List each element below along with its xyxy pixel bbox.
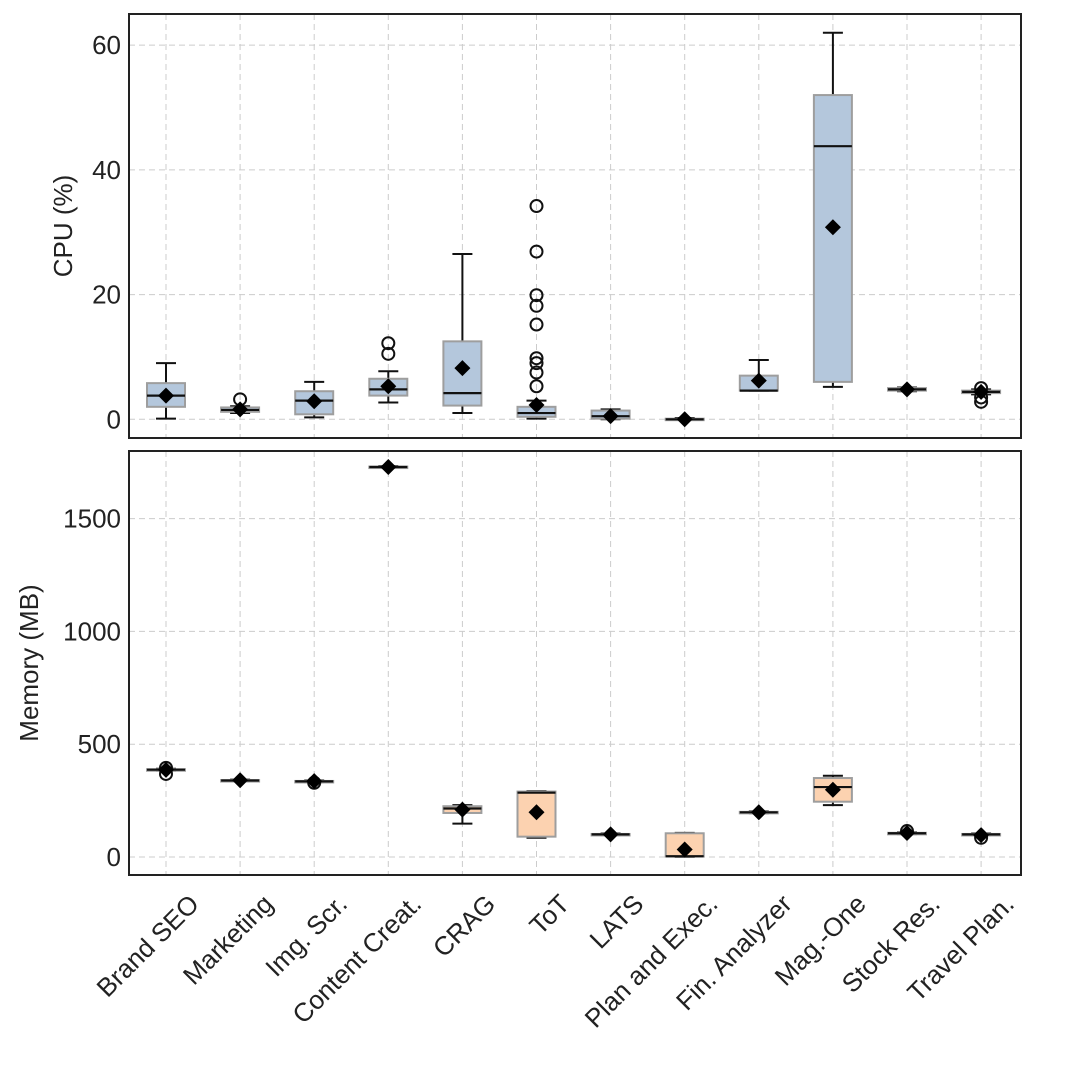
box-crag <box>442 253 483 415</box>
box-img-scr- <box>294 380 335 419</box>
box-brand-seo <box>146 362 186 420</box>
x-tick-label: CRAG <box>427 889 501 963</box>
mean-marker <box>158 761 174 778</box>
y-tick-label: 1500 <box>63 504 121 534</box>
x-tick-label: Content Creat. <box>286 889 427 1030</box>
outlier-point <box>529 288 544 303</box>
outlier-point <box>529 298 544 313</box>
mean-marker <box>676 841 693 858</box>
box-travel-plan- <box>961 381 1002 409</box>
panel-0: 0 20 40 60 CPU (%) <box>48 13 1022 439</box>
mean-marker <box>676 411 693 428</box>
y-tick-label: 1000 <box>63 616 121 646</box>
mean-marker <box>750 804 767 821</box>
box-marketing <box>220 772 261 789</box>
y-tick-label: 40 <box>92 155 121 185</box>
box-tot <box>516 790 557 839</box>
box-plan-and-exec- <box>664 411 705 428</box>
mean-marker <box>824 781 841 798</box>
mean-marker <box>899 381 915 398</box>
mean-marker <box>454 801 471 818</box>
box-crag <box>442 801 483 825</box>
mean-marker <box>528 804 545 821</box>
y-tick-label: 500 <box>78 729 121 759</box>
x-tick-label: LATS <box>584 889 650 955</box>
outlier-point <box>529 379 544 394</box>
outlier-point <box>529 351 544 366</box>
x-tick-label: ToT <box>523 888 575 940</box>
box-brand-seo <box>146 760 186 781</box>
box-tot <box>516 199 557 420</box>
mean-marker <box>454 360 471 377</box>
box-fin-analyzer <box>738 804 779 821</box>
x-tick-label: Brand SEO <box>91 889 205 1003</box>
box-img-scr- <box>294 773 335 790</box>
mean-marker <box>158 387 174 404</box>
box-stock-res- <box>887 824 927 842</box>
outlier-point <box>529 317 544 332</box>
mean-marker <box>602 408 619 425</box>
outlier-point <box>529 199 544 214</box>
plot-frame <box>128 450 1022 876</box>
mean-marker <box>602 826 619 843</box>
mean-marker <box>306 393 323 410</box>
box-fin-analyzer <box>738 359 779 392</box>
y-tick-label: 0 <box>107 842 121 872</box>
outlier-point <box>529 356 544 371</box>
box-content-creat- <box>368 336 409 404</box>
mean-marker <box>973 383 990 400</box>
box-marketing <box>220 392 261 418</box>
box-lats <box>590 826 631 843</box>
y-axis-title: CPU (%) <box>48 175 78 278</box>
mean-marker <box>899 825 915 842</box>
mean-marker <box>306 773 323 790</box>
box-stock-res- <box>887 381 927 398</box>
y-tick-label: 0 <box>107 404 121 434</box>
box-plan-and-exec- <box>664 831 705 858</box>
mean-marker <box>528 396 545 413</box>
box-travel-plan- <box>961 827 1002 845</box>
box-mag-one <box>812 774 853 807</box>
iqr-box <box>812 94 853 383</box>
panel-1: 0 500 1000 1500 Memory (MB) <box>14 450 1022 876</box>
mean-marker <box>380 378 397 395</box>
mean-marker <box>750 372 767 389</box>
box-content-creat- <box>368 459 409 476</box>
mean-marker <box>232 401 249 418</box>
mean-marker <box>973 827 990 844</box>
box-lats <box>590 408 631 425</box>
iqr-box <box>442 340 483 407</box>
y-tick-label: 20 <box>92 280 121 310</box>
mean-marker <box>380 459 397 476</box>
mean-marker <box>824 219 841 236</box>
x-tick-label: Plan and Exec. <box>579 889 724 1034</box>
plot-frame <box>128 13 1022 439</box>
outlier-point <box>381 336 396 351</box>
box-mag-one <box>812 31 853 388</box>
y-tick-label: 60 <box>92 30 121 60</box>
mean-marker <box>232 772 249 789</box>
outlier-point <box>381 346 396 361</box>
outlier-point <box>529 365 544 380</box>
y-axis-title: Memory (MB) <box>14 584 44 741</box>
outlier-point <box>529 244 544 259</box>
